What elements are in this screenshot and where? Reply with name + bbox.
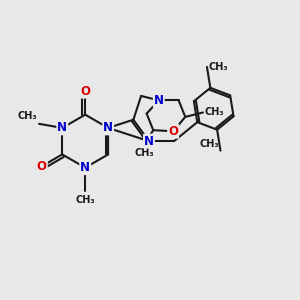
Text: N: N [144, 135, 154, 148]
Text: CH₃: CH₃ [208, 62, 228, 72]
Text: N: N [57, 122, 67, 134]
Text: O: O [80, 85, 90, 98]
Text: N: N [80, 161, 90, 174]
Text: CH₃: CH₃ [204, 107, 224, 117]
Text: CH₃: CH₃ [200, 139, 219, 149]
Text: CH₃: CH₃ [135, 148, 154, 158]
Text: CH₃: CH₃ [18, 112, 38, 122]
Text: CH₃: CH₃ [75, 195, 95, 205]
Text: O: O [168, 125, 178, 138]
Text: O: O [37, 160, 47, 173]
Text: N: N [103, 122, 113, 134]
Text: N: N [154, 94, 164, 107]
